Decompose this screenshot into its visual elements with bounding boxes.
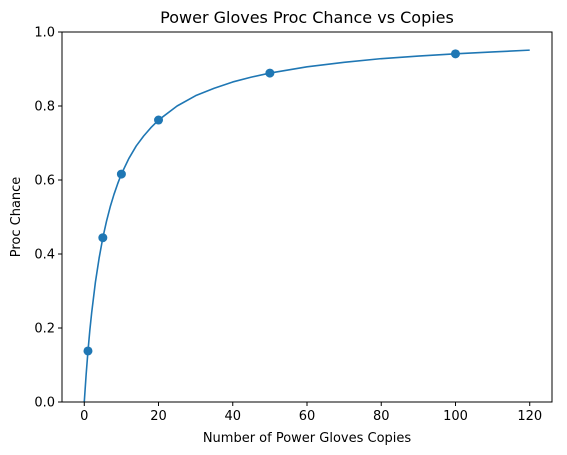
y-tick-label: 0.4: [34, 248, 55, 263]
x-tick-label: 120: [517, 409, 542, 424]
y-tick-label: 0.0: [34, 396, 55, 411]
data-point: [83, 346, 93, 356]
plot-area: [83, 49, 530, 403]
x-tick-label: 100: [443, 409, 468, 424]
series-line: [83, 49, 530, 403]
x-tick-label: 0: [80, 409, 88, 424]
data-point: [116, 169, 126, 179]
y-tick-label: 0.2: [34, 322, 55, 337]
y-tick-label: 0.6: [34, 174, 55, 189]
x-tick-label: 20: [150, 409, 167, 424]
x-axis-label: Number of Power Gloves Copies: [203, 431, 412, 446]
data-point: [265, 68, 275, 78]
x-tick-label: 40: [224, 409, 241, 424]
y-axis-label: Proc Chance: [9, 177, 24, 258]
y-tick-label: 0.8: [34, 100, 55, 115]
data-point: [154, 115, 164, 125]
data-point: [98, 233, 108, 243]
chart-title: Power Gloves Proc Chance vs Copies: [160, 8, 454, 27]
x-tick-label: 60: [299, 409, 316, 424]
y-tick-label: 1.0: [34, 26, 55, 41]
x-tick-label: 80: [373, 409, 390, 424]
data-point: [450, 49, 460, 59]
axis-ticks: 0 20 40 60 80 100 120 0.0 0.2 0.4 0.6 0.8 1.0: [34, 26, 542, 425]
